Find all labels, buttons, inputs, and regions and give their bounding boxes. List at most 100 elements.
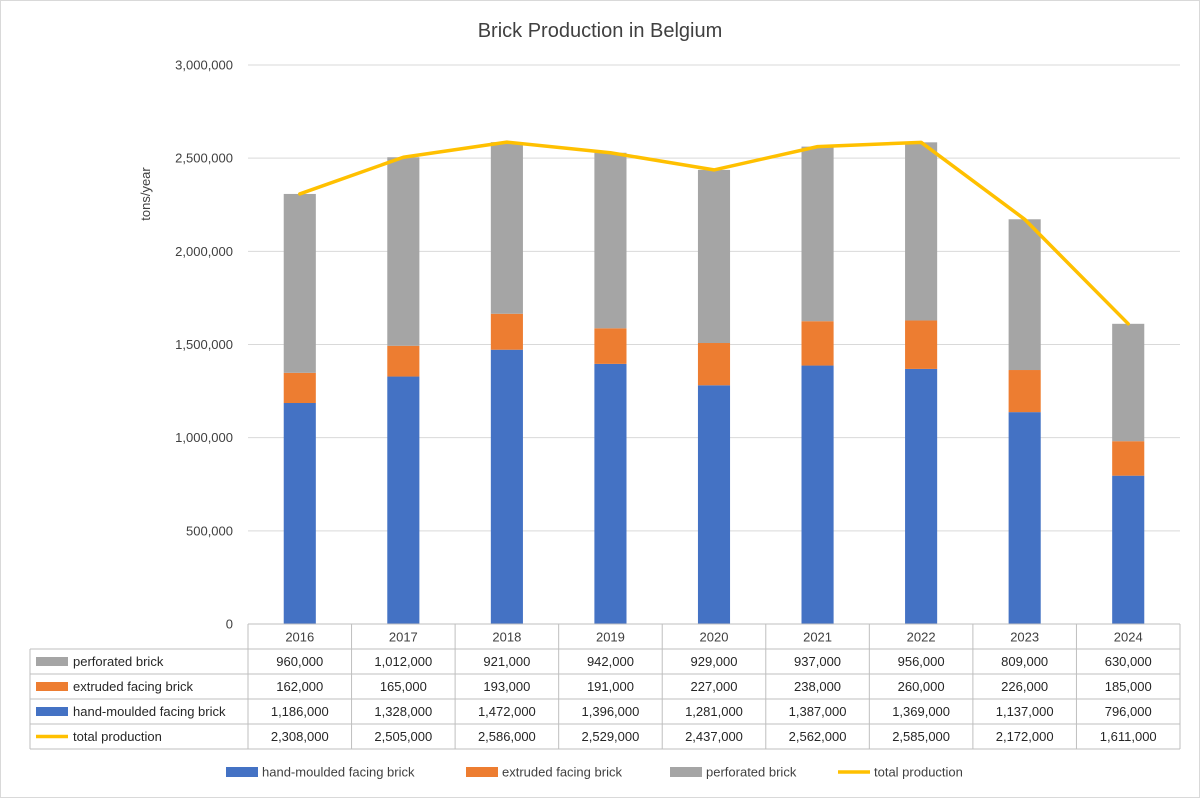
table-cell-hand-moulded-facing-brick-2019: 1,396,000 — [582, 704, 640, 719]
y-tick-label: 0 — [226, 617, 233, 632]
bar-perforated-brick-2018 — [490, 142, 523, 314]
table-cell-perforated-brick-2022: 956,000 — [898, 654, 945, 669]
table-cell-total-production-2016: 2,308,000 — [271, 729, 329, 744]
table-cell-hand-moulded-facing-brick-2020: 1,281,000 — [685, 704, 743, 719]
x-tick-label: 2019 — [596, 630, 625, 645]
table-key-hand-moulded-facing-brick — [36, 707, 68, 716]
bar-hand-moulded-facing-brick-2016 — [283, 403, 316, 624]
table-cell-extruded-facing-brick-2020: 227,000 — [691, 679, 738, 694]
chart-title: Brick Production in Belgium — [478, 20, 723, 42]
table-cell-perforated-brick-2021: 937,000 — [794, 654, 841, 669]
table-cell-perforated-brick-2020: 929,000 — [691, 654, 738, 669]
table-cell-hand-moulded-facing-brick-2018: 1,472,000 — [478, 704, 536, 719]
table-cell-perforated-brick-2019: 942,000 — [587, 654, 634, 669]
bar-perforated-brick-2024 — [1112, 323, 1145, 442]
table-key-extruded-facing-brick — [36, 682, 68, 691]
table-cell-perforated-brick-2018: 921,000 — [483, 654, 530, 669]
table-cell-extruded-facing-brick-2022: 260,000 — [898, 679, 945, 694]
table-cell-extruded-facing-brick-2016: 162,000 — [276, 679, 323, 694]
legend-label-total-production: total production — [874, 765, 963, 780]
y-tick-label: 500,000 — [186, 523, 233, 538]
table-row-label-hand-moulded-facing-brick: hand-moulded facing brick — [73, 704, 226, 719]
table-cell-extruded-facing-brick-2021: 238,000 — [794, 679, 841, 694]
x-tick-label: 2024 — [1114, 630, 1143, 645]
bar-perforated-brick-2021 — [801, 146, 834, 322]
bar-extruded-facing-brick-2024 — [1112, 441, 1145, 476]
legend-key-hand-moulded-facing-brick — [226, 767, 258, 777]
x-tick-label: 2016 — [285, 630, 314, 645]
legend-label-hand-moulded-facing-brick: hand-moulded facing brick — [262, 765, 415, 780]
bar-hand-moulded-facing-brick-2018 — [490, 349, 523, 624]
table-cell-total-production-2021: 2,562,000 — [789, 729, 847, 744]
bar-perforated-brick-2016 — [283, 193, 316, 373]
bars — [283, 142, 1145, 624]
y-tick-label: 1,500,000 — [175, 337, 233, 352]
bar-hand-moulded-facing-brick-2021 — [801, 365, 834, 624]
bar-perforated-brick-2022 — [905, 142, 938, 321]
bar-extruded-facing-brick-2021 — [801, 321, 834, 366]
y-tick-label: 1,000,000 — [175, 430, 233, 445]
bar-hand-moulded-facing-brick-2024 — [1112, 475, 1145, 624]
legend-label-perforated-brick: perforated brick — [706, 765, 797, 780]
bar-extruded-facing-brick-2022 — [905, 320, 938, 369]
x-tick-label: 2018 — [492, 630, 521, 645]
table-cell-perforated-brick-2016: 960,000 — [276, 654, 323, 669]
total-line-group — [298, 140, 1130, 326]
bar-extruded-facing-brick-2018 — [490, 313, 523, 350]
legend-label-extruded-facing-brick: extruded facing brick — [502, 765, 622, 780]
table-cell-hand-moulded-facing-brick-2024: 796,000 — [1105, 704, 1152, 719]
legend-key-extruded-facing-brick — [466, 767, 498, 777]
bar-extruded-facing-brick-2017 — [387, 345, 420, 377]
bar-hand-moulded-facing-brick-2023 — [1008, 412, 1041, 624]
x-tick-label: 2023 — [1010, 630, 1039, 645]
table-cell-perforated-brick-2017: 1,012,000 — [374, 654, 432, 669]
table-cell-hand-moulded-facing-brick-2016: 1,186,000 — [271, 704, 329, 719]
legend-key-perforated-brick — [670, 767, 702, 777]
bar-perforated-brick-2019 — [594, 152, 627, 329]
bar-hand-moulded-facing-brick-2019 — [594, 363, 627, 624]
bar-hand-moulded-facing-brick-2022 — [905, 368, 938, 624]
table-cell-total-production-2018: 2,586,000 — [478, 729, 536, 744]
bar-hand-moulded-facing-brick-2017 — [387, 376, 420, 624]
y-tick-label: 3,000,000 — [175, 58, 233, 73]
y-axis-label: tons/year — [138, 167, 153, 221]
table-row-label-extruded-facing-brick: extruded facing brick — [73, 679, 193, 694]
table-cell-extruded-facing-brick-2019: 191,000 — [587, 679, 634, 694]
x-tick-label: 2017 — [389, 630, 418, 645]
table-cell-hand-moulded-facing-brick-2022: 1,369,000 — [892, 704, 950, 719]
table-cell-total-production-2023: 2,172,000 — [996, 729, 1054, 744]
line-total-production — [298, 140, 1130, 326]
table-cell-total-production-2020: 2,437,000 — [685, 729, 743, 744]
bar-perforated-brick-2023 — [1008, 219, 1041, 371]
table-cell-total-production-2022: 2,585,000 — [892, 729, 950, 744]
table-cell-hand-moulded-facing-brick-2023: 1,137,000 — [996, 704, 1054, 719]
bar-extruded-facing-brick-2016 — [283, 372, 316, 404]
table-row-label-total-production: total production — [73, 729, 162, 744]
table-cell-hand-moulded-facing-brick-2021: 1,387,000 — [789, 704, 847, 719]
bar-perforated-brick-2017 — [387, 157, 420, 346]
table-cell-extruded-facing-brick-2024: 185,000 — [1105, 679, 1152, 694]
table-cell-extruded-facing-brick-2017: 165,000 — [380, 679, 427, 694]
x-tick-label: 2022 — [907, 630, 936, 645]
legend: hand-moulded facing brick extruded facing… — [226, 765, 963, 780]
bar-extruded-facing-brick-2020 — [697, 343, 731, 386]
table-row-label-perforated-brick: perforated brick — [73, 654, 164, 669]
table-cell-hand-moulded-facing-brick-2017: 1,328,000 — [374, 704, 432, 719]
table-cell-extruded-facing-brick-2018: 193,000 — [483, 679, 530, 694]
data-table: 2016 2017 2018 2019 2020 2021 2022 2023 2024 perf… — [29, 623, 1181, 750]
y-tick-label: 2,500,000 — [175, 151, 233, 166]
x-tick-label: 2021 — [803, 630, 832, 645]
bar-extruded-facing-brick-2023 — [1008, 370, 1041, 413]
y-tick-label: 2,000,000 — [175, 244, 233, 259]
table-cell-perforated-brick-2023: 809,000 — [1001, 654, 1048, 669]
y-axis-ticks: 0 500,000 1,000,000 1,500,000 2,000,000 2,500… — [175, 58, 233, 632]
bar-perforated-brick-2020 — [697, 169, 731, 344]
table-cell-perforated-brick-2024: 630,000 — [1105, 654, 1152, 669]
table-cell-total-production-2019: 2,529,000 — [582, 729, 640, 744]
table-cell-total-production-2024: 1,611,000 — [1100, 729, 1157, 744]
table-cell-extruded-facing-brick-2023: 226,000 — [1001, 679, 1048, 694]
bar-hand-moulded-facing-brick-2020 — [697, 385, 731, 624]
bar-extruded-facing-brick-2019 — [594, 328, 627, 364]
x-tick-label: 2020 — [700, 630, 729, 645]
